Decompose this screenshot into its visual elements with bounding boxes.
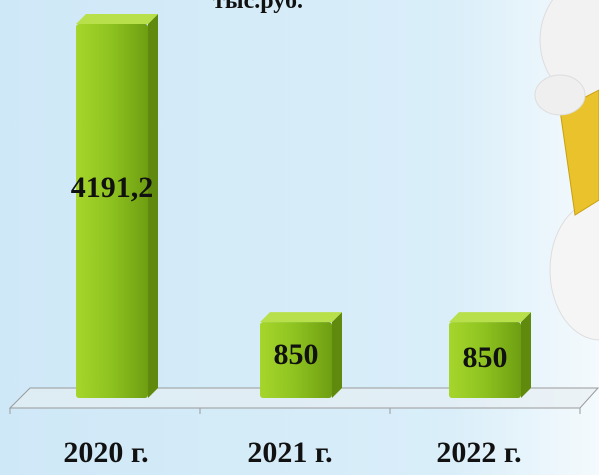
value-label: 850 [274,338,319,371]
x-tick-label: 2021 г. [247,436,332,469]
bar-top [260,312,342,323]
x-tick-label: 2022 г. [436,436,521,469]
value-label: 850 [463,341,508,374]
bar-side [148,14,158,398]
bar-side [332,312,342,398]
chart-title: тыс.руб. [213,0,303,14]
value-label: 4191,2 [71,171,154,204]
decoration-figure [534,0,599,341]
bar [449,322,521,398]
bar-top [449,312,531,323]
x-tick-label: 2020 г. [63,436,148,469]
bar-top [76,14,158,24]
bar-side [521,312,531,398]
bar [76,24,148,398]
bar [260,322,332,398]
